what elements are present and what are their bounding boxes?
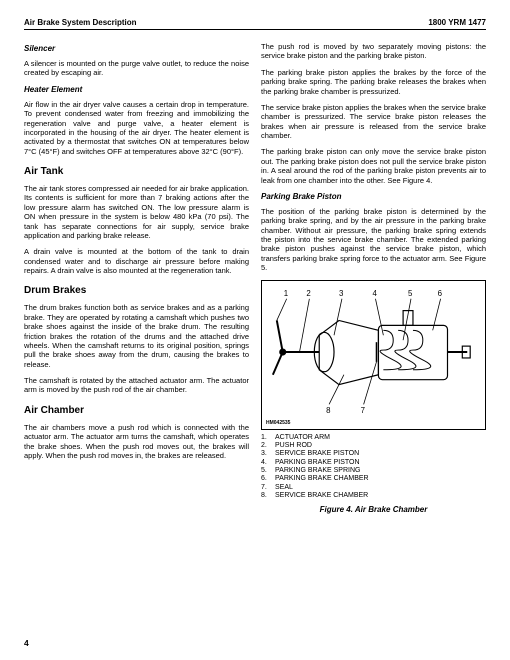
pbp-heading: Parking Brake Piston [261, 192, 486, 201]
legend-text: PARKING BRAKE PISTON [275, 459, 360, 467]
legend-num: 2. [261, 442, 275, 450]
airtank-heading: Air Tank [24, 166, 249, 177]
callout-7: 7 [361, 406, 365, 415]
header-left: Air Brake System Description [24, 18, 137, 27]
airtank-text-2: A drain valve is mounted at the bottom o… [24, 247, 249, 275]
right-column: The push rod is moved by two separately … [261, 42, 486, 514]
legend-text: PARKING BRAKE CHAMBER [275, 475, 369, 483]
drum-heading: Drum Brakes [24, 285, 249, 296]
legend-text: PUSH ROD [275, 442, 312, 450]
page-number: 4 [24, 638, 29, 648]
legend-text: SERVICE BRAKE PISTON [275, 450, 359, 458]
callout-5: 5 [408, 288, 413, 297]
airtank-text-1: The air tank stores compressed air neede… [24, 184, 249, 240]
airchamber-heading: Air Chamber [24, 405, 249, 416]
callout-4: 4 [373, 288, 378, 297]
left-column: Silencer A silencer is mounted on the pu… [24, 42, 249, 514]
airchamber-text: The air chambers move a push rod which i… [24, 423, 249, 461]
right-p2: The parking brake piston applies the bra… [261, 68, 486, 96]
heater-text: Air flow in the air dryer valve causes a… [24, 100, 249, 156]
legend-num: 6. [261, 475, 275, 483]
legend-item: 6.PARKING BRAKE CHAMBER [261, 475, 486, 483]
silencer-text: A silencer is mounted on the purge valve… [24, 59, 249, 78]
legend-item: 3.SERVICE BRAKE PISTON [261, 450, 486, 458]
legend-item: 5.PARKING BRAKE SPRING [261, 467, 486, 475]
header-right: 1800 YRM 1477 [428, 18, 486, 27]
legend-item: 4.PARKING BRAKE PISTON [261, 459, 486, 467]
legend-num: 7. [261, 484, 275, 492]
page-header: Air Brake System Description 1800 YRM 14… [24, 18, 486, 30]
legend-num: 3. [261, 450, 275, 458]
legend-text: SEAL [275, 484, 293, 492]
figure-4: 1 2 3 4 5 6 7 8 HM042535 [261, 280, 486, 430]
callout-2: 2 [306, 288, 310, 297]
drum-text-2: The camshaft is rotated by the attached … [24, 376, 249, 395]
callout-8: 8 [326, 406, 331, 415]
callout-3: 3 [339, 288, 344, 297]
right-p1: The push rod is moved by two separately … [261, 42, 486, 61]
silencer-heading: Silencer [24, 44, 249, 53]
right-p4: The parking brake piston can only move t… [261, 147, 486, 185]
legend-text: SERVICE BRAKE CHAMBER [275, 492, 368, 500]
legend-item: 7.SEAL [261, 484, 486, 492]
legend-item: 2.PUSH ROD [261, 442, 486, 450]
right-p3: The service brake piston applies the bra… [261, 103, 486, 141]
legend-num: 1. [261, 434, 275, 442]
legend-text: ACTUATOR ARM [275, 434, 330, 442]
callout-1: 1 [284, 288, 288, 297]
air-brake-chamber-diagram: 1 2 3 4 5 6 7 8 [262, 281, 485, 429]
content-columns: Silencer A silencer is mounted on the pu… [24, 42, 486, 514]
figure-id-label: HM042535 [266, 420, 290, 426]
callout-6: 6 [438, 288, 443, 297]
figure-caption: Figure 4. Air Brake Chamber [261, 505, 486, 514]
legend-item: 8.SERVICE BRAKE CHAMBER [261, 492, 486, 500]
legend-text: PARKING BRAKE SPRING [275, 467, 360, 475]
pbp-text: The position of the parking brake piston… [261, 207, 486, 273]
legend-num: 8. [261, 492, 275, 500]
drum-text-1: The drum brakes function both as service… [24, 303, 249, 369]
heater-heading: Heater Element [24, 85, 249, 94]
legend-item: 1.ACTUATOR ARM [261, 434, 486, 442]
figure-legend: 1.ACTUATOR ARM2.PUSH ROD3.SERVICE BRAKE … [261, 434, 486, 501]
legend-num: 5. [261, 467, 275, 475]
legend-num: 4. [261, 459, 275, 467]
